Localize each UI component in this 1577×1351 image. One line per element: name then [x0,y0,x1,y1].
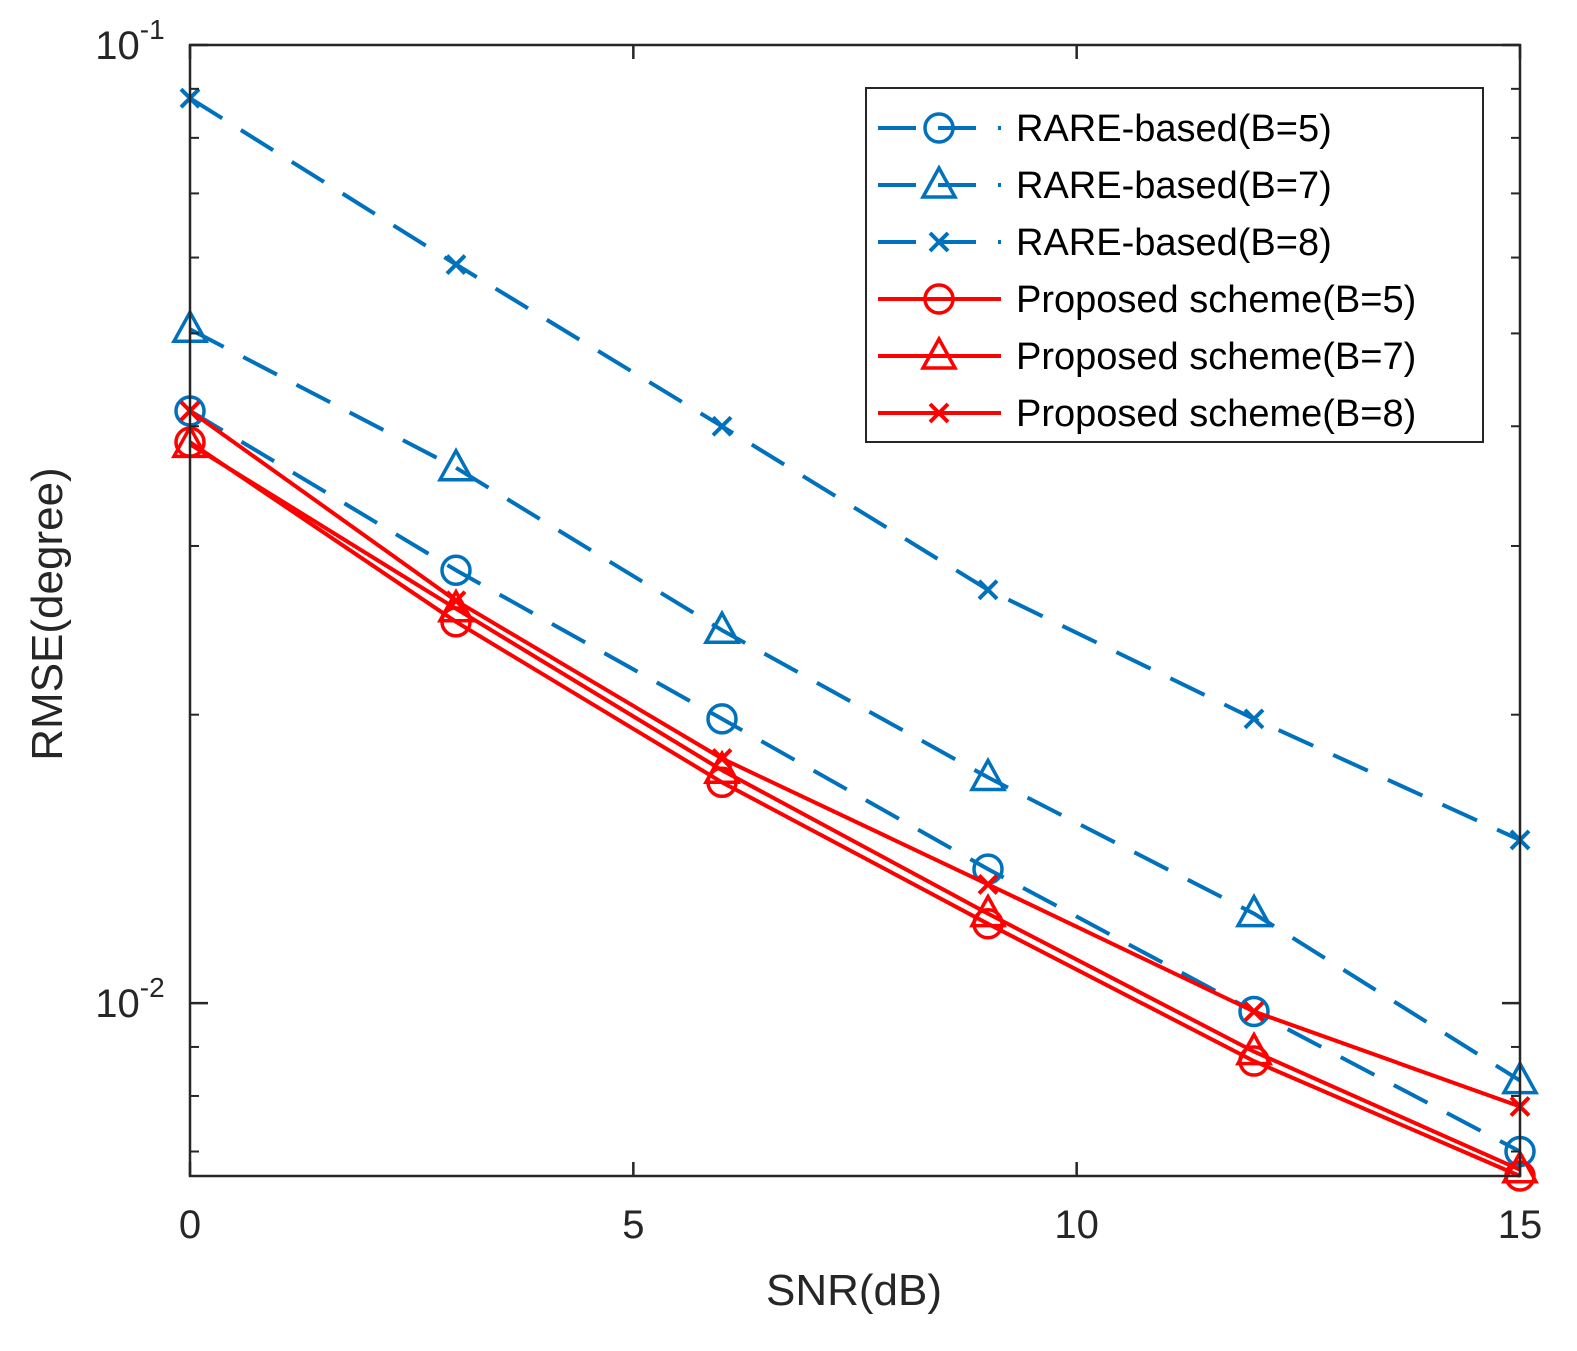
data-point-marker [1501,1149,1539,1184]
legend-label: RARE-based(B=7) [1016,165,1332,207]
series-line [188,440,1521,1178]
legend: RARE-based(B=5) RARE-based(B=7) RARE-based… [865,87,1484,443]
y-tick-label: 10-2 [95,972,164,1026]
legend-entry: RARE-based(B=7) [878,164,1332,207]
data-point-marker [1235,892,1273,928]
data-point-marker [711,415,733,437]
x-tick-label: 10 [1054,1203,1099,1247]
data-point-marker [445,590,467,612]
legend-marker [923,283,955,315]
data-point-marker [445,254,467,275]
legend-entry: Proposed scheme(B=8) [878,393,1416,435]
y-axis-label: RMSE(degree) [23,467,72,760]
series-3 [179,87,1531,851]
series-line [188,96,1521,842]
data-point-marker [1235,1030,1273,1066]
legend-entry: RARE-based(B=8) [878,222,1332,264]
legend-label: Proposed scheme(B=8) [1016,393,1416,435]
legend-label: Proposed scheme(B=7) [1016,336,1416,378]
data-point-marker [1238,995,1270,1028]
series-layer [171,87,1539,1192]
data-point-marker [1243,708,1265,730]
legend-marker [920,335,958,370]
y-tick-label: 10-1 [95,14,164,68]
data-point-marker [703,609,741,644]
legend-entry: Proposed scheme(B=5) [878,279,1416,321]
legend-entry: RARE-based(B=5) [878,108,1332,150]
x-tick-label: 0 [179,1203,201,1247]
x-tick-label: 15 [1498,1203,1543,1247]
data-point-marker [711,748,733,769]
legend-marker [920,164,958,199]
data-point-marker [706,703,738,735]
data-point-marker [977,874,999,895]
legend-label: RARE-based(B=5) [1016,108,1332,150]
legend-marker [928,231,950,253]
data-point-marker [440,554,472,586]
legend-label: Proposed scheme(B=5) [1016,279,1416,321]
plot-frame [188,43,1522,1178]
legend-label: RARE-based(B=8) [1016,222,1332,264]
x-tick-label: 5 [622,1203,644,1247]
data-point-marker [437,447,475,482]
legend-entry: Proposed scheme(B=7) [878,335,1416,378]
series-5 [171,423,1539,1184]
data-point-marker [969,892,1007,928]
series-line [188,442,1521,1172]
data-point-marker [1243,1001,1265,1022]
legend-box [865,87,1484,443]
legend-marker [928,402,950,424]
x-axis-label: SNR(dB) [766,1266,942,1315]
series-line [189,327,1522,1083]
axes-layer: 0 5 10 15 10-1 10-2 [95,14,1542,1247]
data-point-marker [977,579,999,601]
series-line [188,409,1521,1109]
legend-marker [923,112,955,144]
data-point-marker [969,756,1007,792]
series-line [188,409,1521,1154]
